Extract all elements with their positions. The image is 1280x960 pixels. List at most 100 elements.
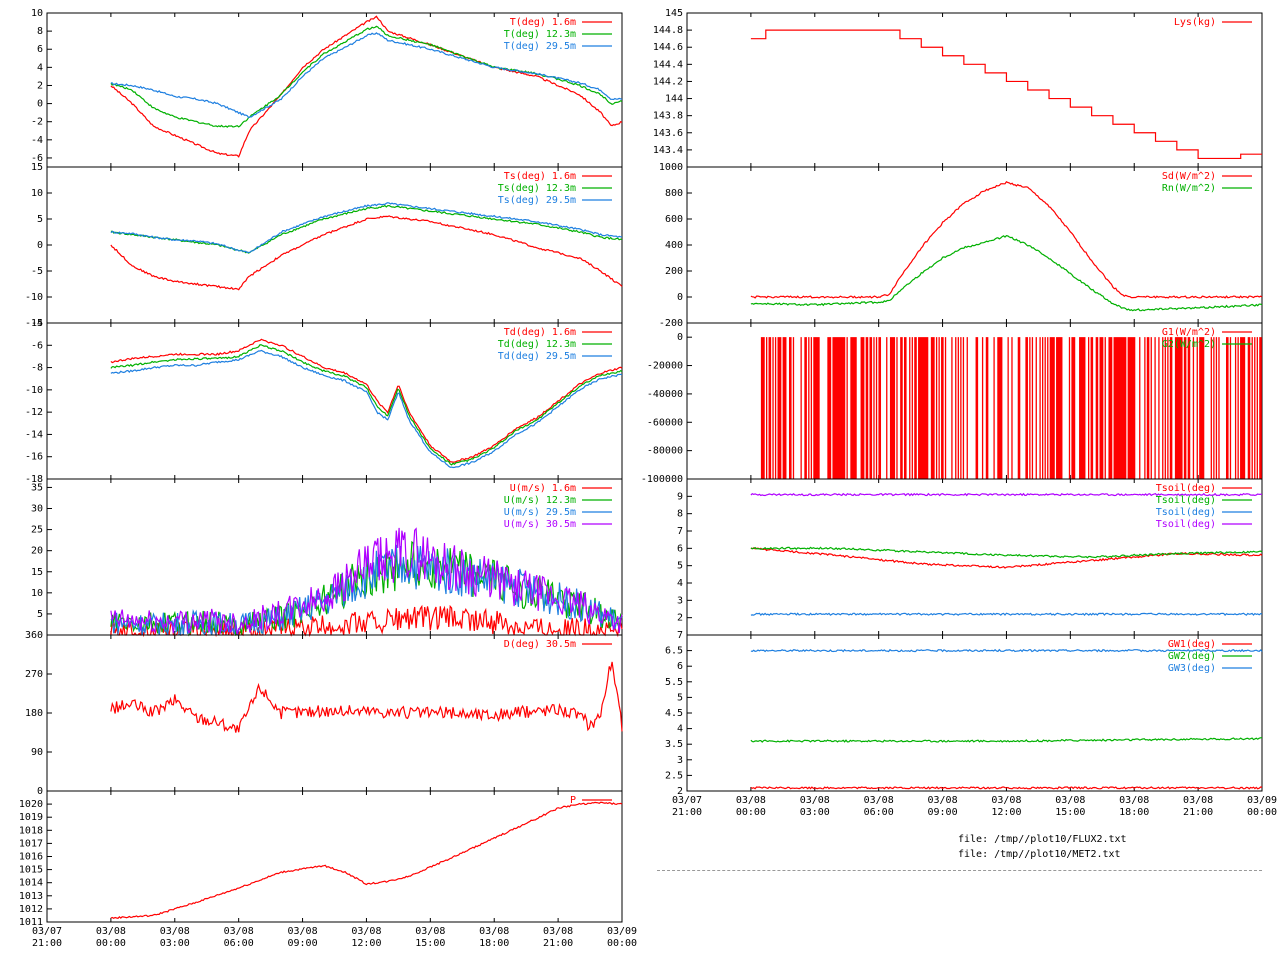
series-line-t-0 — [110, 15, 623, 158]
y-tick-label: 0 — [677, 332, 683, 343]
y-tick-label: 4 — [677, 578, 683, 589]
legend-label: D(deg) 30.5m — [504, 639, 576, 650]
x-tick-time: 18:00 — [1119, 807, 1149, 818]
y-tick-label: 400 — [665, 240, 683, 251]
x-tick-time: 03:00 — [160, 938, 190, 949]
y-tick-label: -10 — [25, 292, 43, 303]
y-tick-label: 25 — [31, 525, 43, 536]
x-tick-date: 03/08 — [991, 795, 1021, 806]
x-tick-time: 06:00 — [864, 807, 894, 818]
y-tick-label: 4 — [677, 724, 683, 735]
series-line-rad-1 — [750, 235, 1263, 312]
legend-label: T(deg) 12.3m — [504, 29, 576, 40]
x-tick-time: 09:00 — [288, 938, 318, 949]
y-tick-label: 1019 — [19, 812, 43, 823]
y-tick-label: 0 — [37, 240, 43, 251]
x-tick-time: 03:00 — [800, 807, 830, 818]
x-tick-time: 00:00 — [96, 938, 126, 949]
divider-line — [657, 870, 1262, 871]
y-tick-label: -100000 — [641, 474, 683, 485]
legend-label: G1(W/m^2) — [1162, 327, 1216, 338]
y-tick-label: 1018 — [19, 825, 43, 836]
x-tick-time: 18:00 — [479, 938, 509, 949]
series-line-p-0 — [110, 801, 623, 919]
legend-label: Tsoil(deg) — [1156, 483, 1216, 494]
p-panel-frame — [46, 790, 623, 923]
y-tick-label: -4 — [31, 318, 43, 329]
y-tick-label: 2.5 — [665, 770, 683, 781]
y-tick-label: 1014 — [19, 878, 43, 889]
y-tick-label: 90 — [31, 747, 43, 758]
y-tick-label: 0 — [37, 99, 43, 110]
x-tick-date: 03/08 — [351, 926, 381, 937]
x-tick-time: 15:00 — [415, 938, 445, 949]
y-tick-label: -200 — [659, 318, 683, 329]
x-tick-date: 03/07 — [32, 926, 62, 937]
y-tick-label: 6 — [677, 661, 683, 672]
y-tick-label: 7 — [677, 630, 683, 641]
legend-label: Ts(deg) 12.3m — [498, 183, 576, 194]
y-tick-label: 2 — [677, 613, 683, 624]
x-tick-date: 03/09 — [1247, 795, 1277, 806]
lys-panel-frame — [686, 12, 1263, 168]
y-tick-label: 30 — [31, 504, 43, 515]
y-tick-label: 143.4 — [653, 145, 683, 156]
legend-label: Tsoil(deg) — [1156, 495, 1216, 506]
y-tick-label: 1013 — [19, 891, 43, 902]
x-tick-date: 03/08 — [288, 926, 318, 937]
y-tick-label: 200 — [665, 266, 683, 277]
x-tick-date: 03/08 — [928, 795, 958, 806]
legend-label: U(m/s) 30.5m — [504, 519, 576, 530]
y-tick-label: 5 — [37, 609, 43, 620]
legend-label: Td(deg) 12.3m — [498, 339, 576, 350]
series-line-tsoil-0 — [750, 547, 1263, 569]
x-tick-time: 06:00 — [224, 938, 254, 949]
file-label-flux: file: /tmp//plot10/FLUX2.txt — [958, 834, 1127, 845]
y-tick-label: 35 — [31, 482, 43, 493]
legend-label: P — [570, 795, 576, 806]
y-tick-label: 0 — [677, 292, 683, 303]
x-tick-date: 03/08 — [1183, 795, 1213, 806]
series-line-lys-0 — [750, 29, 1262, 160]
y-tick-label: -6 — [31, 153, 43, 164]
series-line-t-2 — [110, 32, 623, 119]
legend-label: Td(deg) 29.5m — [498, 351, 576, 362]
legend-label: Tsoil(deg) — [1156, 519, 1216, 530]
legend-label: GW3(deg) — [1168, 663, 1216, 674]
y-tick-label: 8 — [37, 26, 43, 37]
series-line-td-0 — [110, 338, 623, 463]
y-tick-label: 3 — [677, 595, 683, 606]
x-tick-time: 00:00 — [1247, 807, 1277, 818]
legend-label: T(deg) 29.5m — [504, 41, 576, 52]
series-line-gw-1 — [750, 737, 1263, 743]
series-line-tsoil-1 — [750, 546, 1263, 559]
y-tick-label: 20 — [31, 546, 43, 557]
legend-label: Td(deg) 1.6m — [504, 327, 576, 338]
y-tick-label: 2 — [37, 80, 43, 91]
y-tick-label: 7 — [677, 526, 683, 537]
legend-label: GW2(deg) — [1168, 651, 1216, 662]
y-tick-label: 5 — [677, 692, 683, 703]
x-tick-time: 21:00 — [1183, 807, 1213, 818]
y-tick-label: 1011 — [19, 917, 43, 928]
series-line-rad-0 — [750, 181, 1263, 299]
y-tick-label: 10 — [31, 8, 43, 19]
y-tick-label: 10 — [31, 588, 43, 599]
x-tick-date: 03/08 — [96, 926, 126, 937]
x-tick-date: 03/07 — [672, 795, 702, 806]
x-tick-time: 15:00 — [1055, 807, 1085, 818]
series-line-gw-0 — [750, 786, 1263, 790]
x-tick-date: 03/09 — [607, 926, 637, 937]
y-tick-label: -14 — [25, 429, 43, 440]
legend-label: U(m/s) 1.6m — [510, 483, 576, 494]
legend-label: Sd(W/m^2) — [1162, 171, 1216, 182]
y-tick-label: 143.6 — [653, 128, 683, 139]
y-tick-label: 5 — [37, 214, 43, 225]
legend-label: GW1(deg) — [1168, 639, 1216, 650]
y-tick-label: -4 — [31, 135, 43, 146]
y-tick-label: 5.5 — [665, 677, 683, 688]
y-tick-label: -16 — [25, 452, 43, 463]
series-line-tsoil-3 — [750, 492, 1263, 497]
y-tick-label: 4.5 — [665, 708, 683, 719]
y-tick-label: 6.5 — [665, 646, 683, 657]
